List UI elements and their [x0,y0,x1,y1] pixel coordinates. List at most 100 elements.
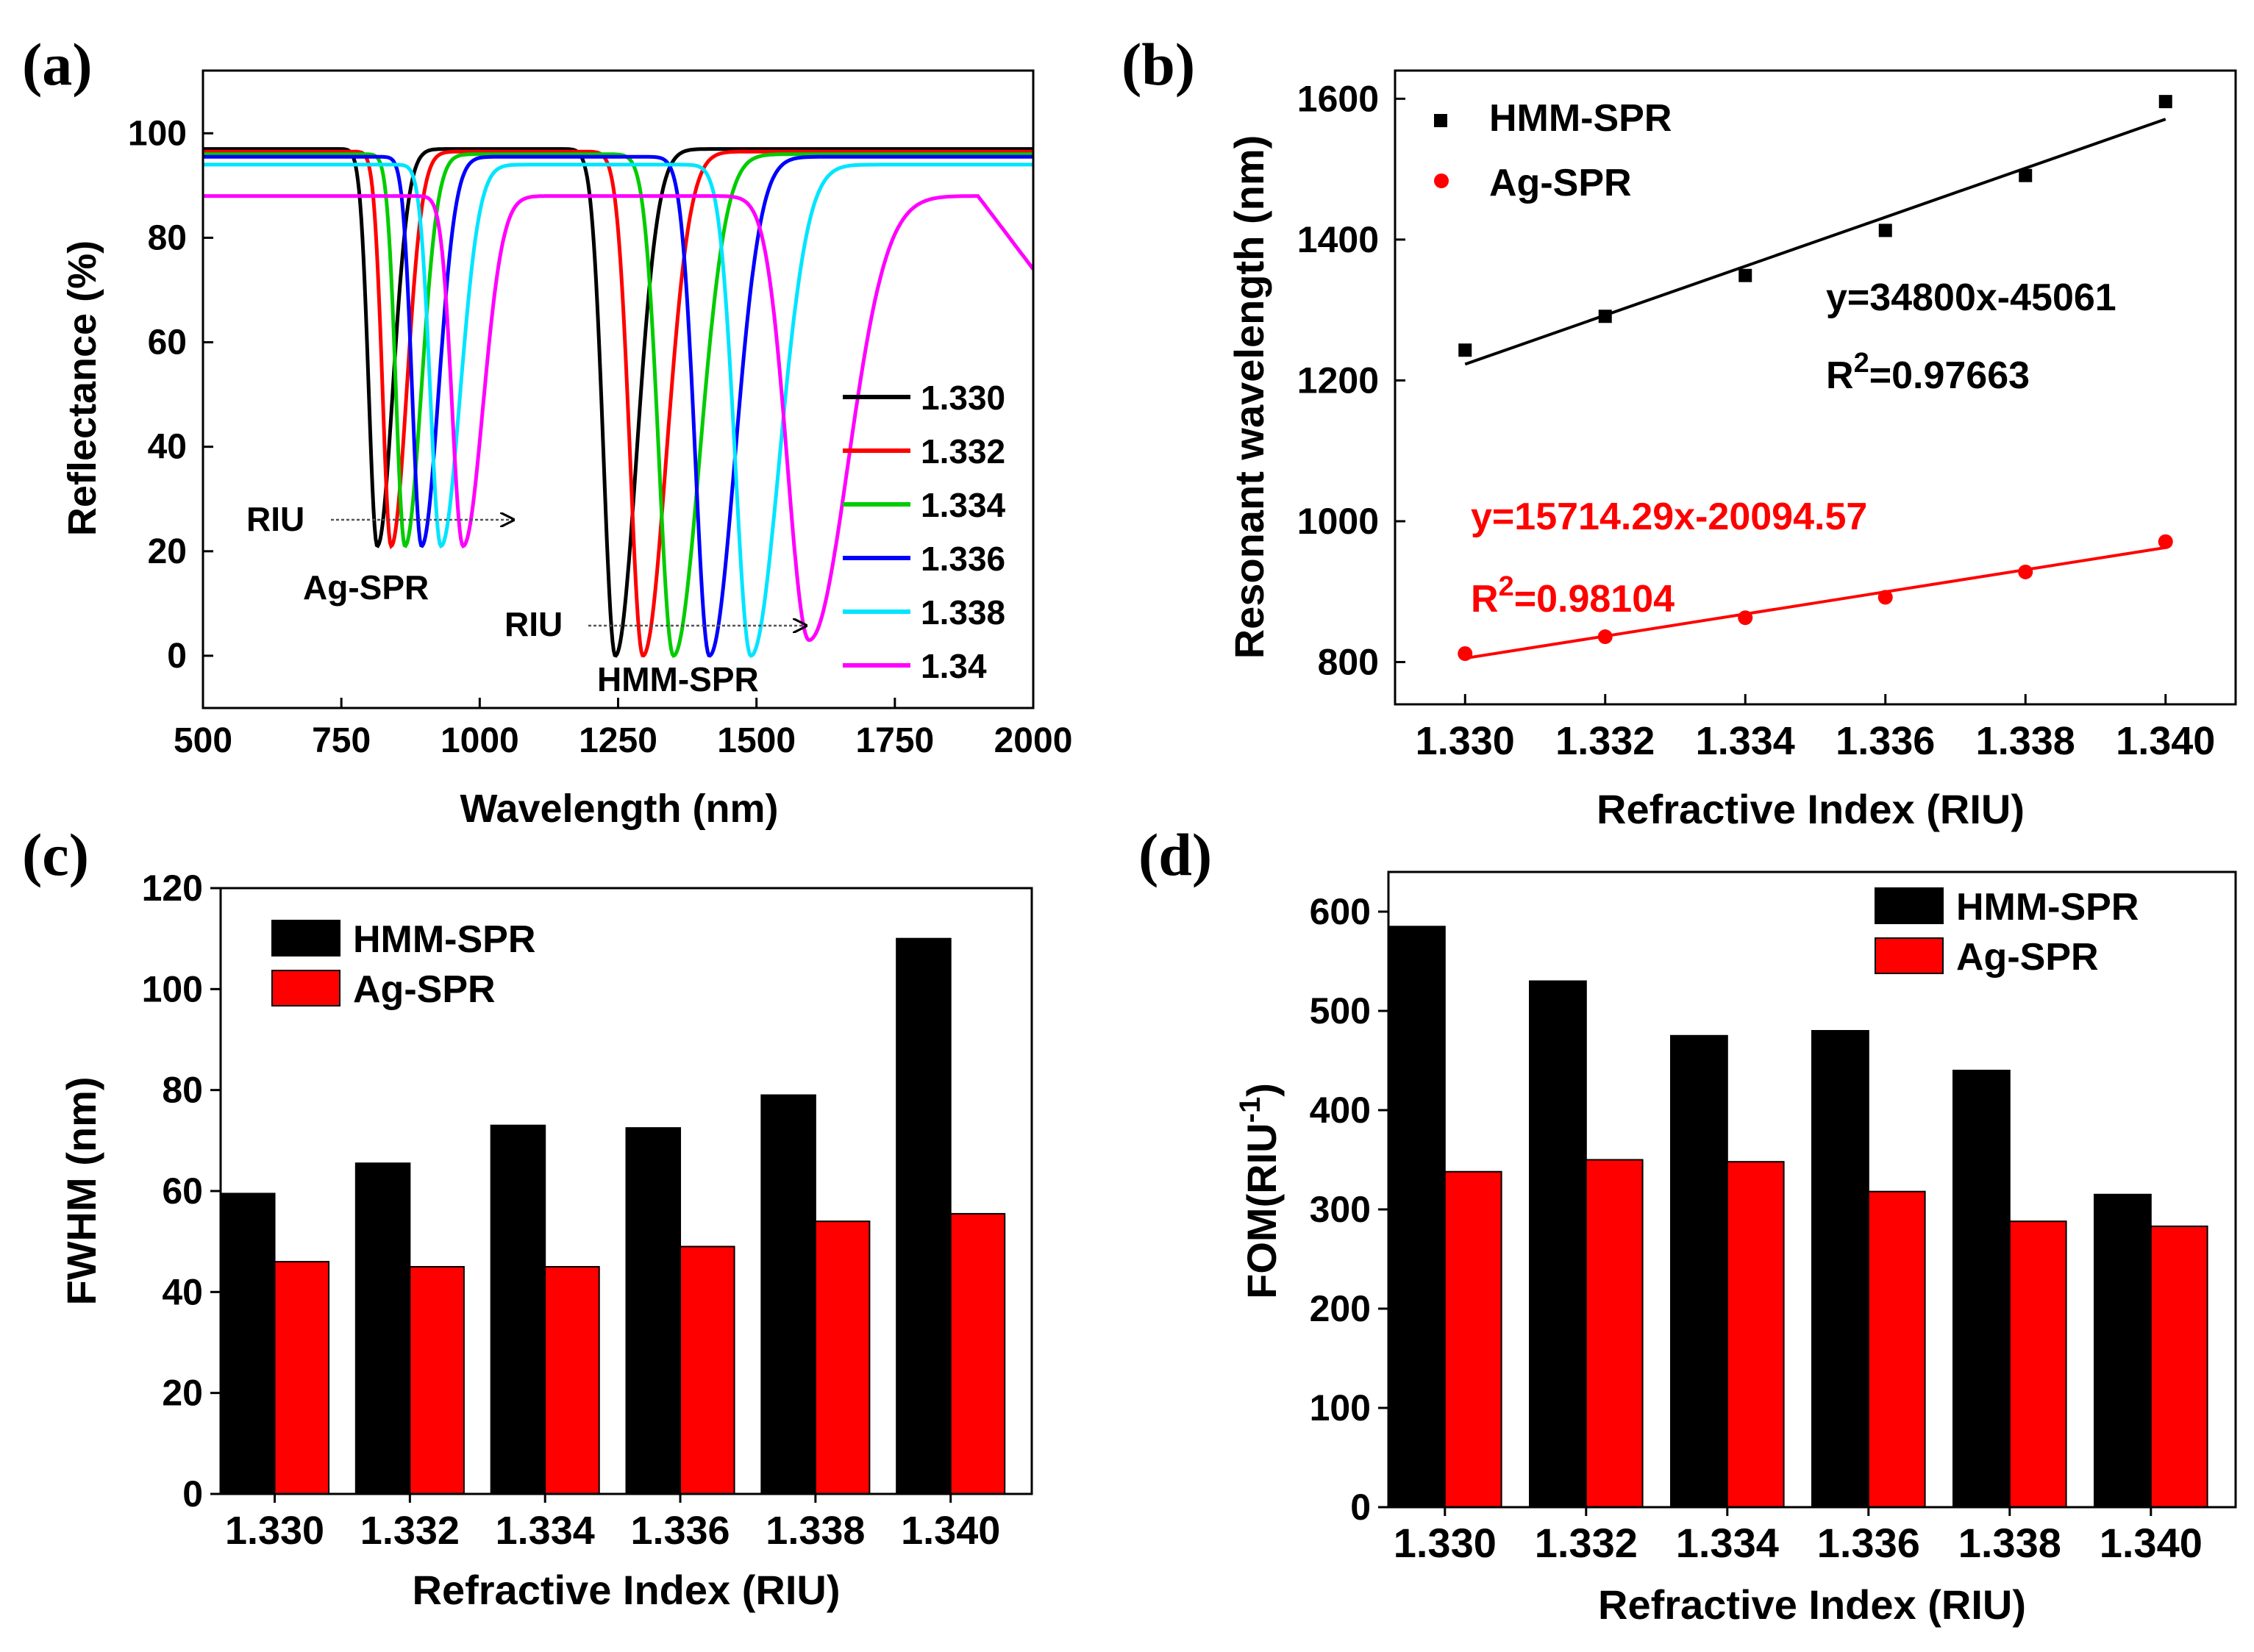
y-tick-label-d: 100 [1310,1387,1371,1428]
y-tick-label-b: 800 [1318,642,1379,683]
x-axis-label-b: Refractive Index (RIU) [1597,786,2025,832]
spectrum-line-1-330 [203,147,1033,658]
r2-value-hmm: =0.97663 [1869,354,2030,397]
legend-swatch-c [271,970,340,1006]
x-tick-label-c: 1.330 [225,1509,324,1553]
x-tick-label-a: 750 [312,721,371,760]
x-tick-label-c: 1.340 [901,1509,1000,1553]
r2-value-ag: =0.98104 [1514,578,1675,621]
x-axis-label-a: Wavelength (nm) [460,787,778,831]
bar-ag-spr-1-334 [544,1266,600,1495]
spectrum-line-1-338 [203,162,1033,658]
panel-label-c: (c) [22,821,89,888]
bar-hmm-spr-1-338 [1952,1070,2011,1508]
bar-ag-spr-1-340 [949,1212,1006,1495]
panel-b-resonant-wavelength: 1.330 1.332 1.334 1.336 1.338 1.340 800 1000 120… [1121,31,2237,832]
panel-label-d: (d) [1138,821,1212,888]
legend-swatch-d [1875,887,1944,924]
bar-ag-spr-1-338 [2008,1220,2067,1508]
y-axis-label-c: FWHM (nm) [58,1076,104,1305]
x-axis-label-d: Refractive Index (RIU) [1598,1581,2026,1628]
x-tick-label-c: 1.334 [496,1509,595,1553]
legend-label-a: 1.334 [921,486,1006,524]
plot-frame-d [1387,870,2237,1509]
data-point-ag [1738,610,1753,626]
bar-hmm-spr-1-334 [1670,1034,1728,1508]
y-tick-label-a: 0 [167,637,187,676]
hmm-spr-annotation: HMM-SPR [597,660,759,698]
legend-label-a: 1.34 [921,647,987,685]
data-point-hmm [1458,343,1472,357]
data-point-ag [2158,534,2173,549]
data-point-hmm [1878,224,1892,237]
bar-hmm-spr-1-336 [1811,1030,1869,1508]
x-tick-label-b: 1.334 [1696,719,1795,763]
x-tick-label-c: 1.332 [360,1509,460,1553]
x-tick-label-b: 1.330 [1416,719,1515,763]
panel-label-a: (a) [22,31,93,98]
panel-d-fom: 1.330 1.332 1.334 1.336 1.338 1.340 0 100 200 300… [1138,821,2237,1628]
y-tick-label-a: 20 [148,532,187,571]
spectrum-line-1-336 [203,154,1033,658]
bar-ag-spr-1-336 [1867,1190,1926,1508]
x-tick-label-d: 1.330 [1394,1520,1497,1566]
fit-line-ag-spr [1464,546,2166,660]
data-point-hmm [2019,168,2033,182]
data-point-hmm [1738,268,1752,282]
x-tick-label-a: 1250 [579,721,657,760]
y-axis-label-d-main: FOM(RIU [1238,1123,1285,1299]
bar-ag-spr-1-332 [1585,1159,1644,1508]
y-tick-label-a: 40 [148,428,187,467]
bar-ag-spr-1-330 [1444,1170,1502,1508]
y-tick-label-d: 600 [1310,891,1371,932]
y-tick-label-d: 200 [1310,1288,1371,1329]
legend-label-hmm-b: HMM-SPR [1489,97,1672,140]
y-tick-label-d: 300 [1310,1189,1371,1230]
x-tick-label-b: 1.336 [1836,719,1935,763]
x-tick-label-d: 1.332 [1535,1520,1638,1566]
legend-label-a: 1.338 [921,593,1005,632]
x-tick-label-a: 500 [174,721,232,760]
y-tick-label-c: 120 [142,868,203,909]
y-axis-label-a: Reflectance (%) [60,240,104,536]
y-tick-label-d: 500 [1310,990,1371,1031]
data-point-hmm [1598,310,1612,323]
legend-label-a: 1.336 [921,540,1005,578]
panel-a-reflectance-spectra: 500 750 1000 1250 1500 1750 2000 0 20 40 60 80 100 Wa… [22,31,1072,831]
x-tick-label-d: 1.338 [1958,1520,2061,1566]
legend-label-ag-b: Ag-SPR [1489,162,1632,204]
y-tick-label-b: 1000 [1297,501,1379,542]
bar-hmm-spr-1-338 [760,1094,816,1495]
legend-label-d: HMM-SPR [1956,886,2139,929]
legend-label-d: Ag-SPR [1956,936,2099,979]
x-tick-label-d: 1.334 [1676,1520,1779,1566]
x-tick-label-c: 1.338 [766,1509,865,1553]
data-point-ag [1458,646,1473,662]
x-tick-label-b: 1.338 [1976,719,2075,763]
y-tick-label-c: 100 [142,968,203,1009]
spectrum-line-1-332 [203,149,1033,658]
x-tick-label-d: 1.340 [2100,1520,2203,1566]
legend-label-a: 1.332 [921,432,1005,471]
plot-frame-b [1394,69,2237,706]
y-tick-label-b: 1400 [1297,219,1379,260]
x-tick-label-b: 1.340 [2116,719,2215,763]
bar-ag-spr-1-336 [680,1245,735,1495]
bar-ag-spr-1-332 [409,1266,465,1495]
panel-c-fwhm: 1.330 1.332 1.334 1.336 1.338 1.340 0 20 40 60 80 1… [22,821,1033,1613]
data-point-hmm [2158,95,2172,109]
x-tick-label-d: 1.336 [1817,1520,1920,1566]
equation-hmm: y=34800x-45061 [1826,276,2116,319]
x-tick-label-a: 2000 [994,721,1073,760]
x-tick-label-a: 1500 [717,721,796,760]
bar-ag-spr-1-334 [1726,1161,1785,1508]
y-tick-label-c: 0 [182,1473,203,1515]
bar-ag-spr-1-338 [814,1220,871,1495]
legend-label-c: Ag-SPR [353,968,496,1011]
r-squared-hmm: R2=0.97663 [1826,348,2030,397]
y-tick-label-a: 100 [128,114,187,153]
riu-annotation-hmm: RIU [504,605,563,643]
bar-hmm-spr-1-334 [490,1124,546,1495]
bar-hmm-spr-1-330 [220,1192,276,1495]
x-tick-label-a: 1000 [441,721,519,760]
